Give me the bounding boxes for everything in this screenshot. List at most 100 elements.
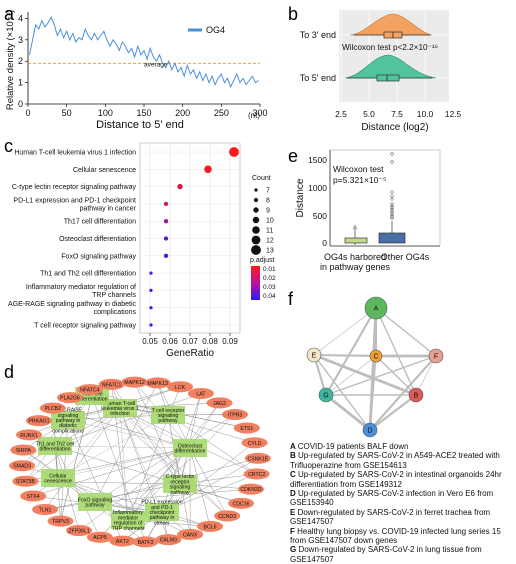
padj-tick: 0.02	[263, 275, 276, 282]
a-ytick: 4	[18, 13, 23, 23]
gene-label: CALM3	[160, 538, 177, 544]
c-xtick: 0.08	[202, 337, 218, 346]
a-xtick: 100	[98, 108, 113, 118]
a-ytick: 1	[18, 78, 23, 88]
panel-b-letter: b	[288, 4, 298, 24]
e-ytick: 1000	[308, 183, 327, 193]
e-ytick: 0	[322, 238, 327, 248]
term-label: Cellular senescence	[73, 167, 136, 174]
f-legend-item: E Down-regulated by SARS-CoV-2 in ferret…	[290, 508, 514, 527]
e-cat1-line2: in pathway genes	[320, 262, 391, 272]
term-label: TRP channels	[92, 292, 136, 299]
box-to5	[377, 75, 399, 81]
f-node-label: G	[323, 393, 328, 400]
a-xtick: 0	[25, 108, 30, 118]
count-legend-dot	[254, 188, 257, 191]
panel-a-xlabel: Distance to 5' end	[96, 119, 184, 131]
padj-tick: 0.01	[263, 266, 276, 273]
count-legend-dot	[252, 236, 261, 245]
term-label: FoxO signaling pathway	[61, 253, 136, 260]
pathway-label: infection	[110, 411, 129, 417]
gene-label: RUNX1	[20, 433, 38, 439]
gene-label: BATF3	[138, 540, 154, 546]
a-xtick: 50	[62, 108, 72, 118]
f-node-label: F	[434, 354, 438, 361]
count-legend-label: 10	[266, 218, 274, 225]
row-label-to3: To 3' end	[300, 30, 336, 40]
gene-label: ETS1	[240, 426, 253, 432]
f-edge	[314, 308, 376, 355]
c-xtick: 0.06	[162, 337, 178, 346]
panel-e: e 0 500 1000 1500 Distance Wilcoxon test…	[288, 146, 440, 272]
term-dot	[149, 306, 152, 309]
gene-label: BCL6	[204, 524, 217, 530]
term-label: Human T-cell leukemia virus 1 infection	[14, 150, 136, 157]
f-node-label: C	[373, 354, 378, 361]
gene-label: SMAD3	[13, 464, 31, 470]
gene-label: CYLD	[248, 441, 262, 447]
gene-label: CANX	[183, 532, 198, 538]
panel-e-letter: e	[288, 146, 298, 166]
a-xtick: 200	[175, 108, 190, 118]
a-xtick: 150	[136, 108, 151, 118]
gene-label: CDKN2D	[240, 487, 262, 493]
f-legend-text: Down-regulated by SARS-CoV-2 in lung tis…	[290, 545, 482, 563]
panel-a-xunit: (nt)	[248, 111, 260, 120]
gene-label: NFATC4	[80, 388, 100, 394]
panel-b: b To 3' end To 5' end Wilcoxon test p<2.…	[288, 4, 462, 133]
e-cat2: Other OG4s	[381, 252, 430, 262]
count-legend-label: 9	[266, 208, 270, 215]
term-dot	[164, 254, 168, 258]
f-legend-text: Healthy lung biopsy vs. COVID-19 infecte…	[290, 527, 501, 545]
f-legend-key: A	[290, 442, 298, 451]
count-legend-label: 8	[266, 198, 270, 205]
gene-label: CDC16	[233, 501, 250, 507]
f-legend-item: C Up-regulated by SARS-CoV-2 in intestin…	[290, 470, 514, 489]
count-legend-dot	[252, 226, 260, 234]
b-xtick: 2.5	[335, 109, 347, 119]
term-label: complications	[94, 309, 137, 316]
padj-colorbar	[251, 266, 260, 300]
gene-label: ACP5	[93, 535, 107, 541]
f-node-label: B	[414, 393, 419, 400]
e-cat1-line1: OG4s harbored	[324, 252, 386, 262]
panel-e-stat-1: Wilcoxon test	[333, 164, 384, 174]
b-xtick: 10.0	[417, 109, 434, 119]
panel-b-stat: Wilcoxon test p<2.2×10⁻¹⁶	[342, 43, 438, 52]
term-label: Th17 cell differentiation	[64, 219, 136, 226]
f-legend-key: E	[290, 508, 298, 517]
a-ytick: 2	[18, 56, 23, 66]
c-xtick: 0.05	[142, 337, 158, 346]
panel-b-xlabel: Distance (log2)	[361, 122, 428, 133]
gene-label: STK4	[27, 494, 40, 500]
f-node-label: E	[312, 353, 317, 360]
term-dot	[164, 236, 168, 240]
count-legend-dot	[254, 198, 258, 202]
pathway-label: differentiation	[174, 449, 205, 455]
f-edge	[370, 395, 416, 430]
term-label: PD-L1 expression and PD-1 checkpoint	[13, 197, 136, 204]
term-label: T cell receptor signaling pathway	[34, 323, 136, 330]
panel-c-xlabel: GeneRatio	[166, 348, 214, 359]
gene-label: LCK	[175, 385, 186, 391]
e-ytick: 500	[313, 211, 327, 221]
term-dot	[164, 219, 168, 223]
f-legend-text: Up-regulated by SARS-CoV-2 infection in …	[290, 489, 493, 507]
panel-e-stat-2: p=5.321×10⁻⁵	[333, 175, 386, 185]
a-ytick: 3	[18, 35, 23, 45]
padj-tick: 0.03	[263, 284, 276, 291]
f-legend-item: A COVID-19 patients BALF down	[290, 442, 514, 451]
pathway-label: differentiation	[39, 447, 70, 453]
padj-tick: 0.04	[263, 293, 276, 300]
f-node-label: A	[374, 306, 379, 313]
count-legend-title: Count	[252, 175, 271, 182]
term-dot	[149, 323, 152, 326]
f-legend-text: Up-regulated by SARS-CoV-2 in A549-ACE2 …	[290, 451, 500, 469]
f-legend-text: COVID-19 patients BALF down	[298, 442, 409, 451]
legend-label-og4: OG4	[206, 25, 225, 35]
f-legend-text: Up-regulated by SARS-CoV-2 in intestinal…	[290, 470, 502, 488]
f-legend-key: B	[290, 451, 298, 460]
